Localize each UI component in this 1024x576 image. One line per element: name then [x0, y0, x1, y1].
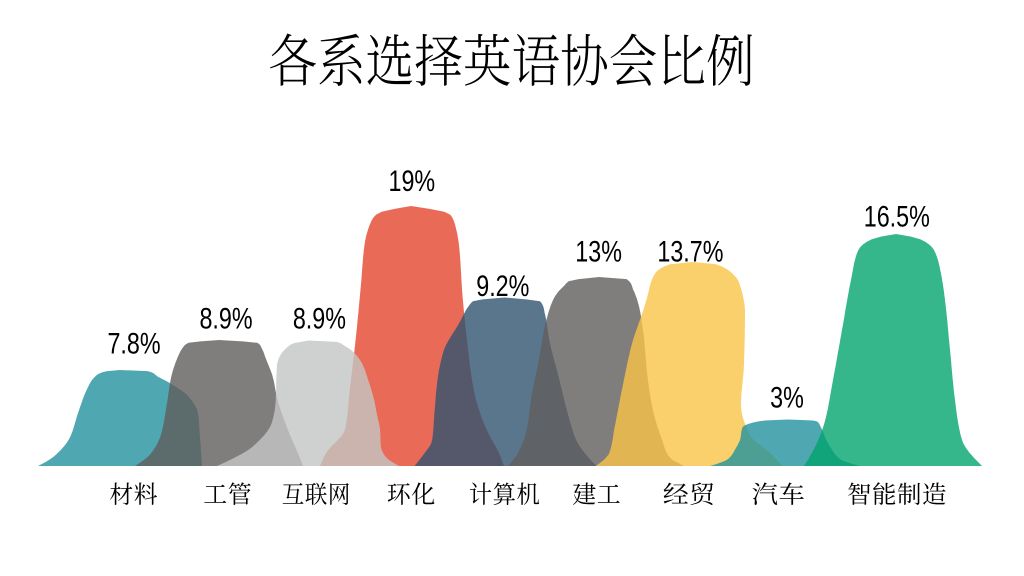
- svg-text:8.9%: 8.9%: [293, 302, 346, 335]
- svg-text:19%: 19%: [388, 164, 435, 197]
- svg-text:13%: 13%: [575, 235, 622, 268]
- svg-text:7.8%: 7.8%: [107, 327, 160, 360]
- svg-text:16.5%: 16.5%: [864, 200, 930, 233]
- svg-text:13.7%: 13.7%: [657, 235, 723, 268]
- svg-text:8.9%: 8.9%: [199, 302, 252, 335]
- svg-text:9.2%: 9.2%: [476, 269, 529, 302]
- svg-text:3%: 3%: [770, 381, 804, 414]
